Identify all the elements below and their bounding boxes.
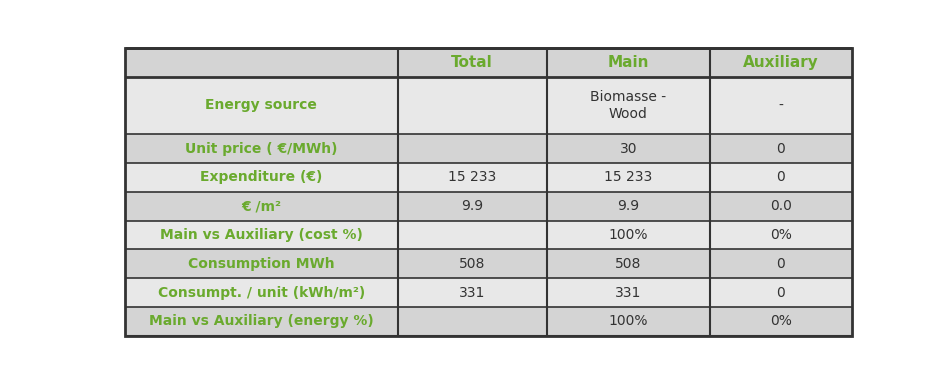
Text: Main vs Auxiliary (cost %): Main vs Auxiliary (cost %) (160, 228, 363, 242)
Text: 0: 0 (776, 170, 784, 184)
Bar (546, 249, 709, 278)
Text: 0: 0 (776, 257, 784, 271)
Text: Consumpt. / unit (kWh/m²): Consumpt. / unit (kWh/m²) (157, 286, 365, 299)
Bar (125, 134, 397, 163)
Bar (709, 220, 851, 249)
Bar (546, 77, 709, 134)
Text: 15 233: 15 233 (447, 170, 496, 184)
Text: Consumption MWh: Consumption MWh (188, 257, 334, 271)
Bar (397, 134, 546, 163)
Bar (125, 249, 397, 278)
Bar (709, 48, 851, 77)
Text: € /m²: € /m² (241, 199, 281, 213)
Bar (709, 77, 851, 134)
Text: Main vs Auxiliary (energy %): Main vs Auxiliary (energy %) (149, 314, 373, 328)
Text: 508: 508 (459, 257, 485, 271)
Bar (709, 134, 851, 163)
Bar (397, 278, 546, 307)
Bar (397, 220, 546, 249)
Text: Unit price ( €/MWh): Unit price ( €/MWh) (185, 141, 337, 155)
Bar (125, 77, 397, 134)
Bar (125, 307, 397, 336)
Bar (397, 77, 546, 134)
Text: Main: Main (607, 55, 648, 70)
Bar (397, 48, 546, 77)
Bar (709, 278, 851, 307)
Bar (397, 307, 546, 336)
Bar (546, 192, 709, 220)
Text: 100%: 100% (608, 314, 647, 328)
Bar (125, 48, 397, 77)
Text: 331: 331 (614, 286, 641, 299)
Bar (709, 307, 851, 336)
Bar (709, 163, 851, 192)
Text: 0: 0 (776, 141, 784, 155)
Bar (709, 249, 851, 278)
Text: 0%: 0% (769, 314, 791, 328)
Bar (546, 134, 709, 163)
Text: -: - (778, 98, 783, 112)
Bar (125, 163, 397, 192)
Bar (397, 163, 546, 192)
Text: 15 233: 15 233 (604, 170, 652, 184)
Bar (397, 192, 546, 220)
Text: 30: 30 (619, 141, 636, 155)
Text: 9.9: 9.9 (617, 199, 639, 213)
Text: Total: Total (450, 55, 492, 70)
Text: Biomasse -
Wood: Biomasse - Wood (589, 90, 665, 120)
Text: 0: 0 (776, 286, 784, 299)
Bar (546, 307, 709, 336)
Bar (546, 220, 709, 249)
Text: 9.9: 9.9 (461, 199, 483, 213)
Text: Energy source: Energy source (205, 98, 317, 112)
Bar (709, 192, 851, 220)
Bar (397, 249, 546, 278)
Bar (125, 220, 397, 249)
Text: 508: 508 (614, 257, 641, 271)
Bar (546, 163, 709, 192)
Bar (125, 278, 397, 307)
Bar (546, 278, 709, 307)
Text: 331: 331 (459, 286, 485, 299)
Text: 100%: 100% (608, 228, 647, 242)
Text: 0.0: 0.0 (769, 199, 791, 213)
Text: Expenditure (€): Expenditure (€) (200, 170, 322, 184)
Text: Auxiliary: Auxiliary (743, 55, 818, 70)
Bar (125, 192, 397, 220)
Text: 0%: 0% (769, 228, 791, 242)
Bar (546, 48, 709, 77)
